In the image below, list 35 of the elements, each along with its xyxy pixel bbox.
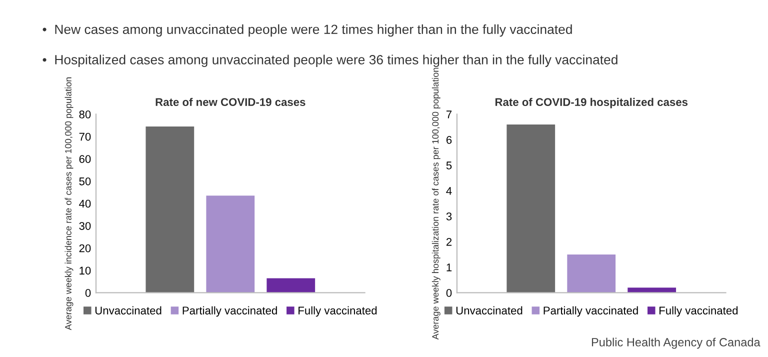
legend-label: Partially vaccinated [544, 306, 638, 317]
y-tick-label: 70 [79, 132, 91, 141]
y-tick-label: 5 [446, 162, 452, 170]
y-tick-label: 1 [446, 264, 452, 272]
y-tick-label: 6 [446, 136, 452, 144]
text: • Hospitalized cases among unvaccinated people were 36 times higher than in the fully vaccinated [42, 54, 618, 67]
text: • New cases among unvaccinated people were 12 times higher than in the fully vaccinated [42, 24, 572, 37]
text: Public Health Agency of Canada [592, 338, 760, 349]
bar [506, 124, 556, 293]
y-tick-label: 7 [446, 110, 452, 118]
chart-title: Rate of COVID-19 hospitalized cases [495, 98, 688, 108]
legend-label: Fully vaccinated [298, 306, 377, 317]
y-tick-label: 40 [79, 200, 91, 208]
y-tick-label: 3 [446, 212, 452, 220]
legend-label: Partially vaccinated [182, 306, 277, 317]
y-tick-label: 50 [79, 177, 91, 186]
legend-label: Fully vaccinated [660, 306, 738, 317]
y-tick-label: 4 [446, 187, 452, 195]
y-tick-label: 60 [79, 155, 91, 163]
bar [146, 126, 194, 293]
y-tick-label: 0 [85, 289, 91, 297]
bar [567, 254, 616, 293]
y-tick-label: 30 [79, 222, 91, 230]
bar [206, 196, 255, 293]
bar [266, 278, 316, 293]
y-axis-title: Average weekly incidence rate of cases per 100,000 population [64, 77, 74, 330]
legend-label: Unvaccinated [456, 306, 522, 314]
y-tick-label: 20 [79, 244, 91, 252]
y-tick-label: 2 [446, 238, 452, 246]
y-tick-label: 10 [80, 266, 91, 275]
y-tick-label: 80 [79, 110, 91, 118]
y-axis-title: Average weekly hospitalization rate of cases per 100,000 population [432, 68, 440, 340]
chart-title: Rate of new COVID-19 cases [156, 98, 306, 106]
y-tick-label: 0 [446, 289, 452, 297]
legend-label: Unvaccinated [95, 306, 162, 314]
